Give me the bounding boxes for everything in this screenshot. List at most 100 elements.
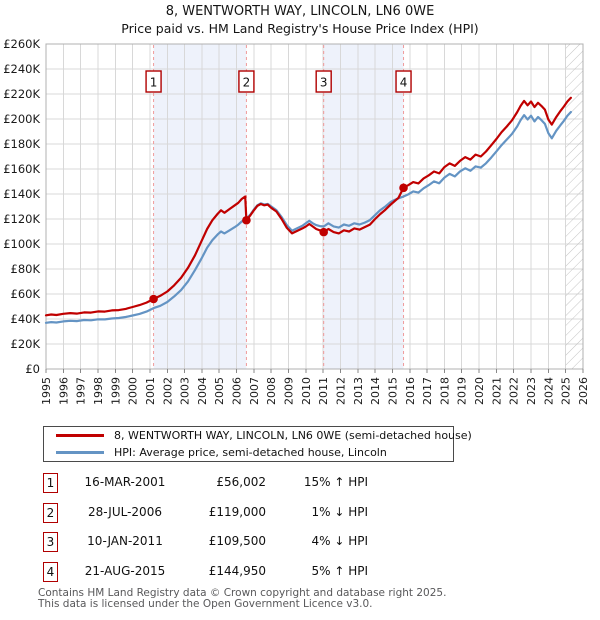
sale-badge-number: 2 — [243, 76, 251, 90]
sale-badge-number: 1 — [150, 76, 158, 90]
x-axis-label: 2015 — [386, 377, 399, 405]
sale-dot — [149, 294, 158, 304]
sale-badge-box — [145, 70, 162, 93]
x-axis-label: 1997 — [75, 377, 88, 405]
x-axis-label: 2012 — [334, 377, 347, 405]
x-axis-label: 1995 — [40, 377, 53, 405]
sale-badge-number: 3 — [320, 76, 328, 90]
footer-licence: This data is licensed under the Open Gov… — [38, 598, 373, 610]
sale-row: 4 21-AUG-2015 £144,950 5% ↑ HPI — [0, 561, 600, 583]
x-axis-label: 2014 — [369, 377, 382, 405]
sale-points — [149, 183, 408, 304]
x-axis-label: 2023 — [525, 377, 538, 405]
sale-number-badge: 2 — [43, 502, 58, 523]
sale-badge-number: 4 — [400, 76, 408, 90]
x-axis-ticks — [45, 369, 584, 373]
x-axis-label: 2017 — [421, 377, 434, 405]
x-axis-label: 2009 — [283, 377, 296, 405]
hpi-line — [44, 110, 573, 324]
footer-copyright: Contains HM Land Registry data © Crown c… — [38, 587, 447, 599]
x-axis-label: 2026 — [577, 377, 590, 405]
sale-hpi-change: 4% ↓ HPI — [311, 534, 368, 548]
gridlines — [45, 43, 584, 370]
sale-hpi-change: 5% ↑ HPI — [311, 563, 368, 578]
future-no-data-hatch — [565, 44, 583, 369]
y-axis-label: £40K — [11, 312, 41, 326]
sale-date: 16-MAR-2001 — [84, 475, 166, 489]
x-axis-label: 1998 — [92, 377, 105, 405]
x-axis-label: 2025 — [560, 377, 573, 405]
y-axis-label: £100K — [3, 237, 40, 251]
x-axis-label: 2013 — [352, 377, 365, 405]
legend-item-property: 8, WENTWORTH WAY, LINCOLN, LN6 0WE (semi… — [44, 429, 472, 443]
sale-date: 28-JUL-2006 — [88, 504, 162, 519]
x-axis-label: 2001 — [144, 377, 157, 405]
y-axis-label: £240K — [3, 62, 40, 76]
y-axis-label: £260K — [3, 37, 40, 51]
x-axis-labels: 1995 1996 1997 1998 1999 2000 2001 2002 2003 2004… — [40, 377, 590, 405]
y-axis-label: £140K — [3, 187, 40, 201]
y-axis-label: £20K — [11, 337, 41, 351]
sale-price: £119,000 — [208, 504, 266, 519]
sale-hpi-change: 15% ↑ HPI — [303, 475, 368, 489]
x-axis-label: 1999 — [109, 377, 122, 405]
sale-badge-box — [395, 70, 412, 93]
sale-badge-box — [315, 70, 332, 93]
legend-label: HPI: Average price, semi-detached house,… — [114, 445, 387, 459]
sale-number-badge: 3 — [43, 532, 58, 552]
x-axis-label: 2018 — [438, 377, 451, 405]
legend-line-swatch — [56, 450, 104, 454]
page-subtitle: Price paid vs. HM Land Registry's House … — [121, 21, 479, 36]
sale-number-badge: 4 — [43, 561, 58, 582]
sale-date: 21-AUG-2015 — [84, 563, 166, 578]
x-axis-label: 2011 — [317, 377, 330, 405]
page-title: 8, WENTWORTH WAY, LINCOLN, LN6 0WE — [165, 4, 435, 19]
y-axis-labels: £0 £20K £40K £60K £80K £100K £120K £140K £160K £1… — [3, 37, 40, 376]
x-axis-label: 2024 — [542, 377, 555, 405]
chart-legend: 8, WENTWORTH WAY, LINCOLN, LN6 0WE (semi… — [43, 426, 472, 462]
y-axis-label: £0 — [25, 362, 40, 376]
sale-price: £144,950 — [208, 563, 266, 578]
y-axis-label: £180K — [3, 137, 40, 151]
sale-price: £109,500 — [208, 534, 266, 548]
x-axis-label: 2008 — [265, 377, 278, 405]
y-axis-label: £60K — [11, 287, 41, 301]
x-axis-label: 2007 — [248, 377, 261, 405]
x-axis-label: 2000 — [127, 377, 140, 405]
sale-number-badge: 1 — [43, 473, 58, 493]
x-axis-label: 2021 — [490, 377, 503, 405]
x-axis-label: 2006 — [231, 377, 244, 405]
property-price-line — [44, 96, 573, 317]
x-axis-label: 2005 — [213, 377, 226, 405]
x-axis-label: 2016 — [404, 377, 417, 405]
x-axis-label: 2019 — [456, 377, 469, 405]
x-axis-label: 2003 — [179, 377, 192, 405]
sale-price: £56,002 — [216, 475, 266, 489]
sale-row: 3 10-JAN-2011 £109,500 4% ↓ HPI — [0, 532, 600, 553]
sale-date: 10-JAN-2011 — [87, 534, 163, 548]
sale-badges: 1 2 3 4 — [145, 70, 412, 93]
legend-item-hpi: HPI: Average price, semi-detached house,… — [44, 446, 453, 460]
x-axis-label: 2020 — [473, 377, 486, 405]
sale-row: 2 28-JUL-2006 £119,000 1% ↓ HPI — [0, 502, 600, 524]
x-axis-label: 2002 — [161, 377, 174, 405]
x-axis-label: 1996 — [57, 377, 70, 405]
ownership-shading — [153, 44, 404, 369]
sale-badge-box — [238, 70, 255, 93]
sale-hpi-change: 1% ↓ HPI — [311, 504, 368, 519]
y-axis-label: £120K — [3, 212, 40, 226]
y-axis-label: £80K — [11, 262, 41, 276]
x-axis-label: 2004 — [196, 377, 209, 405]
sale-dot — [399, 183, 408, 193]
y-axis-label: £160K — [3, 162, 40, 176]
plot-frame — [45, 43, 584, 370]
sale-dot — [319, 227, 328, 237]
y-axis-label: £200K — [3, 112, 40, 126]
legend-line-swatch — [56, 434, 104, 438]
sale-row: 1 16-MAR-2001 £56,002 15% ↑ HPI — [0, 473, 600, 494]
y-axis-label: £220K — [3, 87, 40, 101]
x-axis-label: 2022 — [508, 377, 521, 405]
sale-dot — [242, 215, 251, 225]
